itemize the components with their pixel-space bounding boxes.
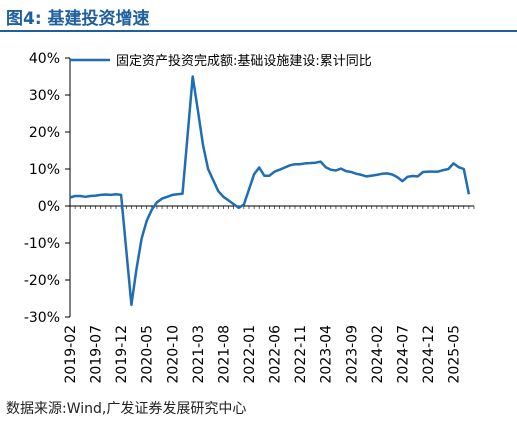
x-tick-label: 2024-07: [395, 325, 411, 384]
legend-label: 固定资产投资完成额:基础设施建设:累计同比: [116, 53, 372, 69]
x-tick-label: 2022-11: [293, 325, 309, 384]
x-tick-label: 2023-09: [344, 325, 360, 384]
y-tick-label: 20%: [29, 125, 60, 141]
x-tick-label: 2022-06: [268, 325, 284, 384]
x-tick-label: 2025-05: [447, 325, 463, 384]
figure-title: 图4: 基建投资增速: [6, 9, 150, 29]
x-tick-label: 2020-10: [165, 325, 181, 384]
y-tick-label: -20%: [24, 273, 60, 289]
x-tick-label: 2024-12: [421, 325, 437, 384]
line-chart: 40%30%20%10%0%-10%-20%-30% 2019-02 2019-0…: [24, 51, 475, 384]
y-tick-label: -30%: [24, 310, 60, 326]
title-divider: [0, 30, 517, 32]
y-tick-label: 10%: [29, 162, 60, 178]
x-tick-label: 2021-03: [191, 325, 207, 384]
y-tick-label: 30%: [29, 88, 60, 104]
x-tick-label: 2019-02: [63, 325, 79, 384]
x-tick-label: 2020-05: [140, 325, 156, 384]
x-axis-ticks: 2019-02 2019-07 2019-12 2020-05 2020-10 2021-…: [63, 206, 475, 384]
x-tick-label: 2019-07: [89, 325, 105, 384]
x-tick-label: 2022-01: [242, 325, 258, 384]
x-tick-label: 2019-12: [114, 325, 130, 384]
x-tick-label: 2024-02: [370, 325, 386, 384]
source-note: 数据来源:Wind,广发证券发展研究中心: [6, 401, 247, 417]
x-tick-label: 2021-08: [216, 325, 232, 384]
series-line: [69, 75, 471, 307]
x-tick-label: 2023-04: [319, 325, 335, 384]
y-tick-label: -10%: [24, 236, 60, 252]
y-tick-label: 40%: [29, 51, 60, 67]
legend: 固定资产投资完成额:基础设施建设:累计同比: [70, 53, 372, 69]
y-axis-ticks: 40% 30% 20% 10% 0% -10% -20% -30%: [24, 51, 70, 326]
chart-axes: [69, 58, 474, 317]
y-tick-label: 0%: [38, 199, 60, 215]
